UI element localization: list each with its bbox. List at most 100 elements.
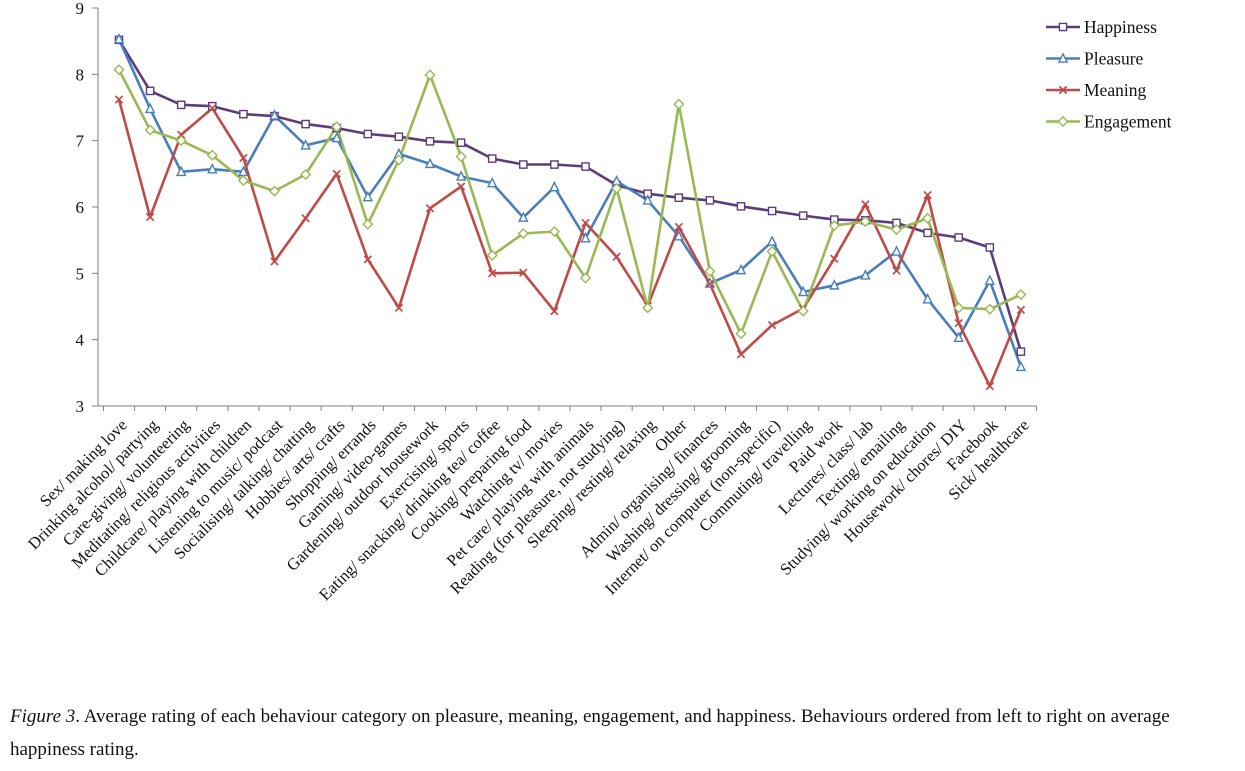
engagement-point (766, 245, 778, 258)
happiness-point (550, 160, 559, 169)
engagement-point (642, 302, 654, 314)
pleasure-point (362, 190, 374, 202)
meaning-point (612, 252, 621, 261)
meaning-point (923, 190, 932, 200)
y-tick-label: 6 (76, 198, 85, 217)
y-tick-label: 5 (76, 264, 85, 283)
pleasure-point (144, 102, 156, 114)
meaning-point (363, 255, 373, 264)
legend-label: Pleasure (1084, 49, 1144, 69)
meaning-point (985, 381, 995, 391)
engagement-point (144, 124, 156, 136)
engagement-point (673, 98, 685, 110)
happiness-point (207, 101, 217, 111)
pleasure-point (860, 269, 871, 280)
pleasure-point (269, 109, 280, 120)
engagement-point (206, 149, 218, 161)
meaning-point (705, 279, 715, 289)
meaning-point (736, 350, 746, 359)
meaning-point (892, 266, 901, 275)
pleasure-point (953, 331, 964, 342)
happiness-point (301, 119, 310, 129)
engagement-point (828, 219, 840, 232)
pleasure-point (1015, 360, 1027, 372)
y-tick-label: 8 (76, 65, 85, 84)
happiness-point (674, 193, 684, 203)
meaning-point (830, 254, 839, 263)
pleasure-point (300, 139, 311, 150)
pleasure-point (984, 274, 996, 285)
pleasure-point (673, 230, 685, 241)
meaning-point (861, 200, 870, 209)
happiness-point (923, 228, 932, 238)
line-chart: 3 4 5 6 7 8 9 Sex/ making love Drinking alcohol/… (24, 0, 1172, 604)
legend-meaning-point (1058, 85, 1068, 95)
pleasure-point (455, 170, 467, 181)
pleasure-point (766, 235, 778, 246)
pleasure-point (580, 232, 591, 243)
happiness-point (519, 160, 528, 169)
engagement-point (797, 305, 809, 317)
happiness-point (705, 196, 715, 205)
engagement-point (704, 265, 716, 277)
meaning-point (145, 212, 155, 222)
pleasure-point (642, 194, 653, 205)
pleasure-point (797, 285, 809, 297)
engagement-point (268, 185, 281, 197)
pleasure-point (175, 165, 187, 177)
engagement-point (611, 182, 623, 195)
happiness-point (954, 233, 963, 242)
pleasure-line (117, 38, 1023, 368)
meaning-point (954, 318, 963, 328)
happiness-point (363, 129, 373, 139)
pleasure-point (518, 211, 529, 222)
engagement-point (1015, 288, 1027, 301)
legend-happiness-point (1058, 22, 1068, 32)
meaning-point (208, 103, 217, 113)
engagement-point (237, 174, 249, 187)
meaning-point (674, 222, 684, 232)
happiness-point (767, 206, 777, 216)
engagement-point (175, 135, 187, 147)
meaning-point (301, 214, 310, 223)
y-tick-label: 4 (76, 331, 85, 350)
meaning-point (176, 130, 186, 139)
meaning-point (456, 182, 466, 191)
pleasure-point (331, 131, 342, 143)
happiness-point (985, 243, 995, 252)
figure-label: Figure 3 (10, 706, 76, 727)
meaning-point (1016, 305, 1026, 315)
legend-label: Meaning (1084, 80, 1146, 100)
meaning-point (487, 269, 497, 278)
pleasure-point (207, 163, 218, 174)
pleasure-point (424, 157, 436, 169)
engagement-point (579, 272, 592, 284)
happiness-point (798, 211, 808, 220)
engagement-point (455, 150, 467, 163)
engagement-point (300, 168, 312, 181)
meaning-point (581, 218, 590, 228)
happiness-point (145, 86, 155, 96)
meaning-point (767, 320, 777, 330)
engagement-point (548, 225, 560, 238)
engagement-point (735, 328, 747, 340)
happiness-point (425, 137, 435, 146)
engagement-point (424, 69, 436, 81)
engagement-point (486, 249, 498, 262)
meaning-point (519, 268, 528, 277)
engagement-point (517, 227, 529, 240)
engagement-point (393, 154, 405, 166)
happiness-line (117, 39, 1023, 352)
happiness-point (581, 162, 590, 171)
meaning-point (239, 153, 248, 163)
pleasure-point (829, 279, 840, 290)
pleasure-point (891, 245, 902, 256)
legend-pleasure-point (1057, 52, 1069, 63)
pleasure-point (486, 176, 498, 188)
engagement-point (984, 303, 996, 315)
pleasure-point (113, 33, 125, 44)
pleasure-point (549, 180, 560, 192)
meaning-point (332, 169, 341, 179)
meaning-point (425, 204, 435, 213)
